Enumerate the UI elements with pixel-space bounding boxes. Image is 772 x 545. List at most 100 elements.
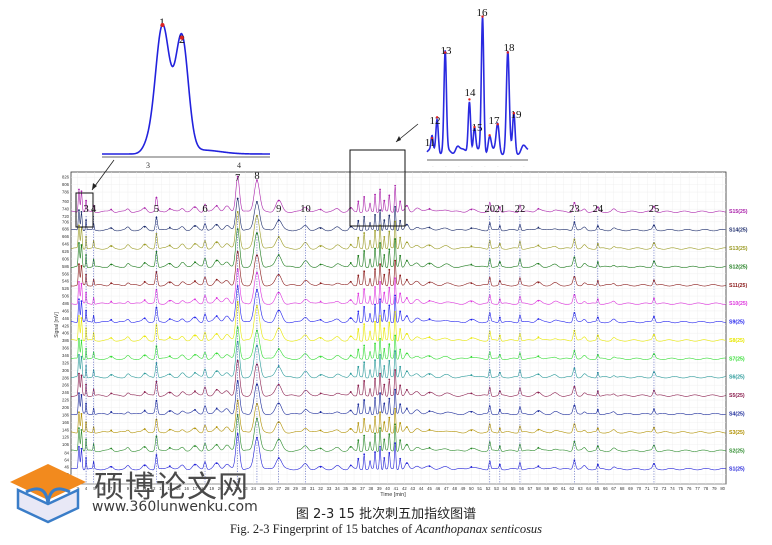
peak-marker: [470, 466, 473, 468]
peak-marker: [383, 421, 386, 424]
inset-right-tick: ·: [471, 165, 472, 169]
peak-marker: [168, 244, 171, 247]
peak-marker: [85, 199, 87, 202]
peak-marker: [428, 318, 431, 320]
series-label-S10(25): S10(25): [729, 301, 748, 307]
peak-marker: [155, 196, 158, 199]
peak-marker: [428, 428, 431, 431]
peak-marker: [215, 259, 218, 262]
peak-marker: [374, 377, 376, 380]
y-tick-label: 366: [62, 346, 70, 351]
peak-marker: [470, 208, 473, 211]
peak-marker: [405, 296, 408, 299]
x-tick-label: 46: [436, 486, 441, 491]
peak-marker: [470, 392, 473, 395]
peak-marker: [383, 273, 386, 276]
peak-marker: [537, 244, 540, 247]
peak-marker: [394, 407, 397, 410]
x-tick-label: 36: [352, 486, 357, 491]
peak-marker: [215, 443, 218, 446]
peak-marker: [357, 200, 360, 203]
x-tick-label: 65: [595, 486, 600, 491]
series-label-S5(25): S5(25): [729, 393, 745, 399]
peak-marker: [428, 207, 431, 210]
y-tick-label: 666: [62, 234, 70, 239]
peak-marker: [319, 337, 322, 339]
peak-marker: [363, 323, 366, 326]
peak-marker: [194, 334, 196, 337]
series-label-S14(25): S14(25): [729, 228, 748, 234]
peak-marker: [80, 300, 83, 303]
peak-marker: [78, 315, 80, 317]
peak-marker: [405, 443, 408, 446]
peak-marker: [498, 242, 501, 245]
peak-marker: [363, 232, 366, 234]
peak-label-7: 7: [235, 173, 240, 184]
peak-marker: [143, 317, 146, 320]
peak-marker: [388, 194, 391, 197]
x-tick-label: 63: [578, 486, 583, 491]
peak-marker: [194, 206, 196, 209]
peak-marker: [399, 292, 402, 295]
peak-marker: [277, 291, 280, 294]
x-tick-label: 58: [536, 486, 541, 491]
peak-marker: [405, 370, 408, 373]
x-tick-label: 59: [544, 486, 549, 491]
peak-marker: [319, 447, 322, 450]
peak-marker: [537, 391, 540, 394]
y-tick-label: 546: [62, 279, 70, 284]
peak-marker: [215, 241, 218, 244]
peak-marker: [379, 446, 381, 448]
x-tick-label: 22: [235, 486, 240, 491]
peak-marker: [85, 273, 87, 276]
x-tick-label: 13: [159, 486, 164, 491]
peak-marker: [498, 334, 501, 337]
peak-marker: [80, 429, 83, 431]
peak-marker: [388, 416, 391, 419]
peak-marker: [256, 271, 258, 274]
gridlines: [71, 172, 726, 485]
peak-marker: [405, 407, 408, 410]
peak-marker: [363, 453, 366, 456]
peak-marker: [653, 224, 655, 227]
peak-marker: [394, 238, 397, 240]
peak-marker: [357, 384, 360, 387]
peak-marker: [319, 410, 322, 413]
peak-marker: [236, 175, 239, 178]
peak-marker: [653, 333, 655, 336]
peak-marker: [277, 199, 280, 202]
peak-marker: [110, 318, 113, 321]
peak-marker: [277, 254, 280, 256]
peak-marker: [573, 440, 576, 443]
peak-marker: [596, 242, 599, 245]
x-tick-label: 77: [695, 486, 700, 491]
peak-marker: [405, 426, 408, 428]
peak-marker: [143, 391, 146, 393]
x-tick-label: 64: [586, 486, 591, 491]
peak-marker: [405, 388, 408, 391]
x-tick-label: 60: [553, 486, 558, 491]
peak-marker: [596, 261, 599, 264]
peak-marker: [383, 365, 386, 367]
y-tick-label: 586: [62, 264, 70, 269]
chromatogram-traces: [70, 177, 726, 471]
peak-marker: [236, 251, 239, 253]
y-tick-label: 566: [62, 271, 70, 276]
peak-marker: [379, 263, 381, 266]
peak-marker: [383, 219, 386, 222]
peak-marker: [374, 247, 376, 250]
inset-right-peak-14: 14: [465, 87, 477, 99]
trace-S2(25): [70, 415, 726, 452]
x-tick-label: 28: [285, 486, 290, 491]
peak-marker: [399, 200, 402, 203]
x-tick-label: 38: [369, 486, 374, 491]
y-tick-label: 186: [62, 412, 70, 417]
x-tick-label: 68: [620, 486, 625, 491]
peak-marker: [85, 291, 87, 294]
peak-marker: [349, 372, 352, 375]
x-tick-label: 47: [444, 486, 449, 491]
peak-marker: [194, 390, 196, 393]
x-tick-labels: 3 4 5 6 7 8 9 10 11 12 13 14 15 16 17 18 19 20 21 22 23 24 25 2…: [77, 486, 726, 491]
peak-marker: [399, 422, 402, 424]
y-tick-label: 760: [62, 199, 70, 204]
